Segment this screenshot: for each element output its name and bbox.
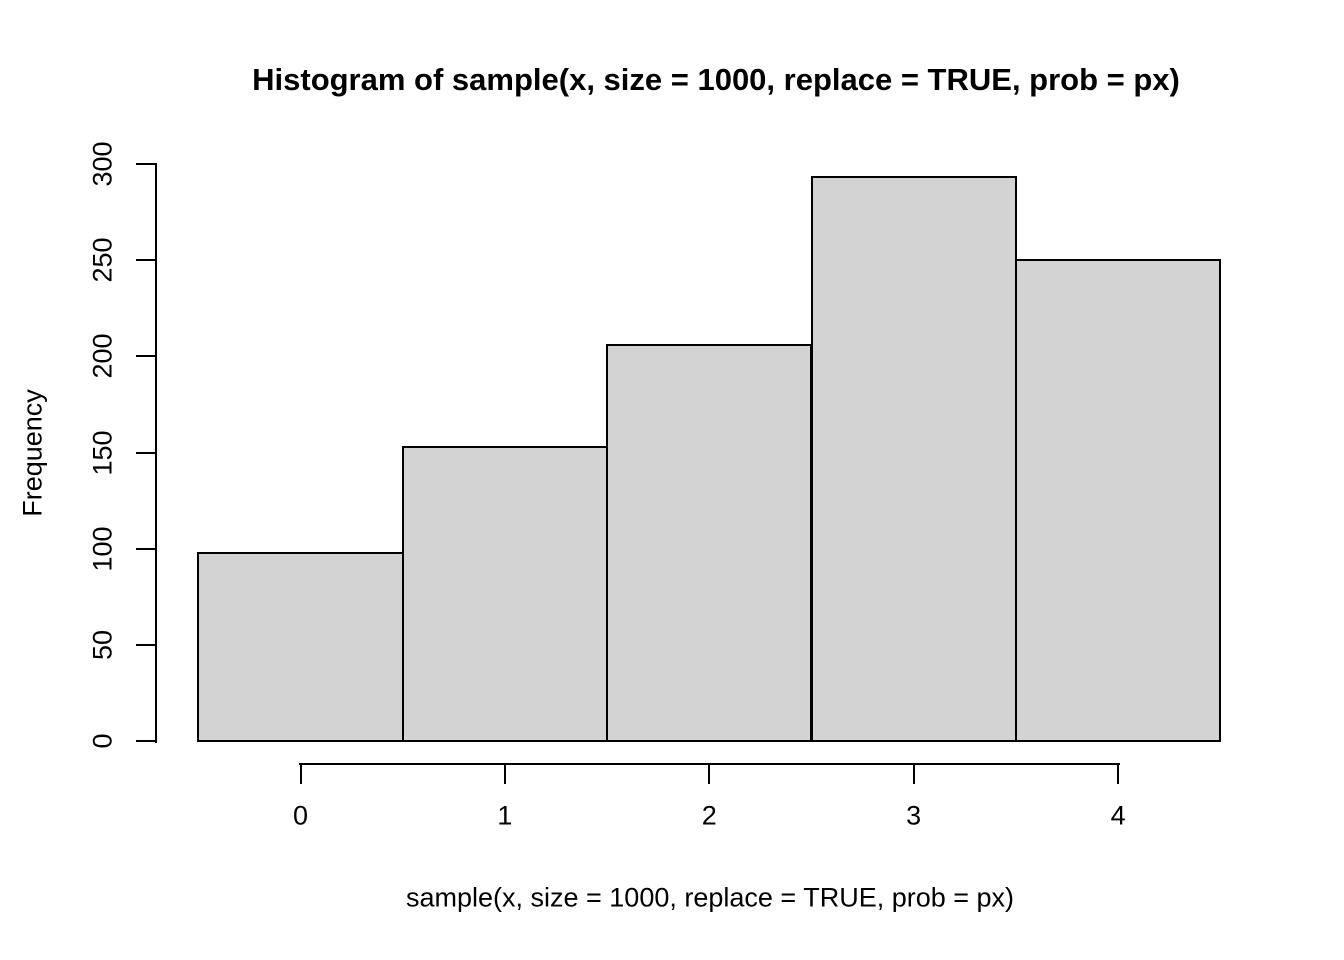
x-tick-3 xyxy=(912,763,915,784)
x-tick-label-0: 0 xyxy=(292,800,309,831)
x-tick-label-2: 2 xyxy=(701,800,717,831)
y-tick-label-250: 250 xyxy=(87,237,118,283)
y-tick-50 xyxy=(136,643,157,646)
x-tick-label-4: 4 xyxy=(1110,800,1126,831)
y-tick-label-100: 100 xyxy=(87,526,118,572)
histogram-bar-4 xyxy=(1014,259,1222,742)
y-tick-200 xyxy=(136,355,157,358)
x-tick-label-3: 3 xyxy=(906,800,922,831)
x-axis-title: sample(x, size = 1000, replace = TRUE, p… xyxy=(405,882,1015,913)
y-tick-250 xyxy=(136,259,157,262)
histogram-bar-1 xyxy=(401,445,609,742)
histogram-bar-0 xyxy=(197,551,404,742)
x-tick-1 xyxy=(503,763,506,784)
y-tick-label-50: 50 xyxy=(87,629,118,660)
y-axis-title: Frequency xyxy=(17,389,48,517)
x-tick-0 xyxy=(299,763,302,784)
y-tick-label-200: 200 xyxy=(87,333,118,379)
y-tick-100 xyxy=(136,547,157,550)
x-tick-2 xyxy=(708,763,711,784)
y-tick-150 xyxy=(136,451,157,454)
y-tick-0 xyxy=(136,740,157,742)
histogram-bar-2 xyxy=(606,343,813,742)
y-tick-label-150: 150 xyxy=(87,429,118,476)
chart-title: Histogram of sample(x, size = 1000, repl… xyxy=(252,62,1180,97)
y-tick-label-300: 300 xyxy=(87,141,118,187)
y-tick-label-0: 0 xyxy=(87,733,118,749)
histogram-bar-3 xyxy=(810,176,1017,742)
x-tick-label-1: 1 xyxy=(497,800,513,831)
y-tick-300 xyxy=(136,163,157,165)
x-tick-4 xyxy=(1117,763,1120,784)
